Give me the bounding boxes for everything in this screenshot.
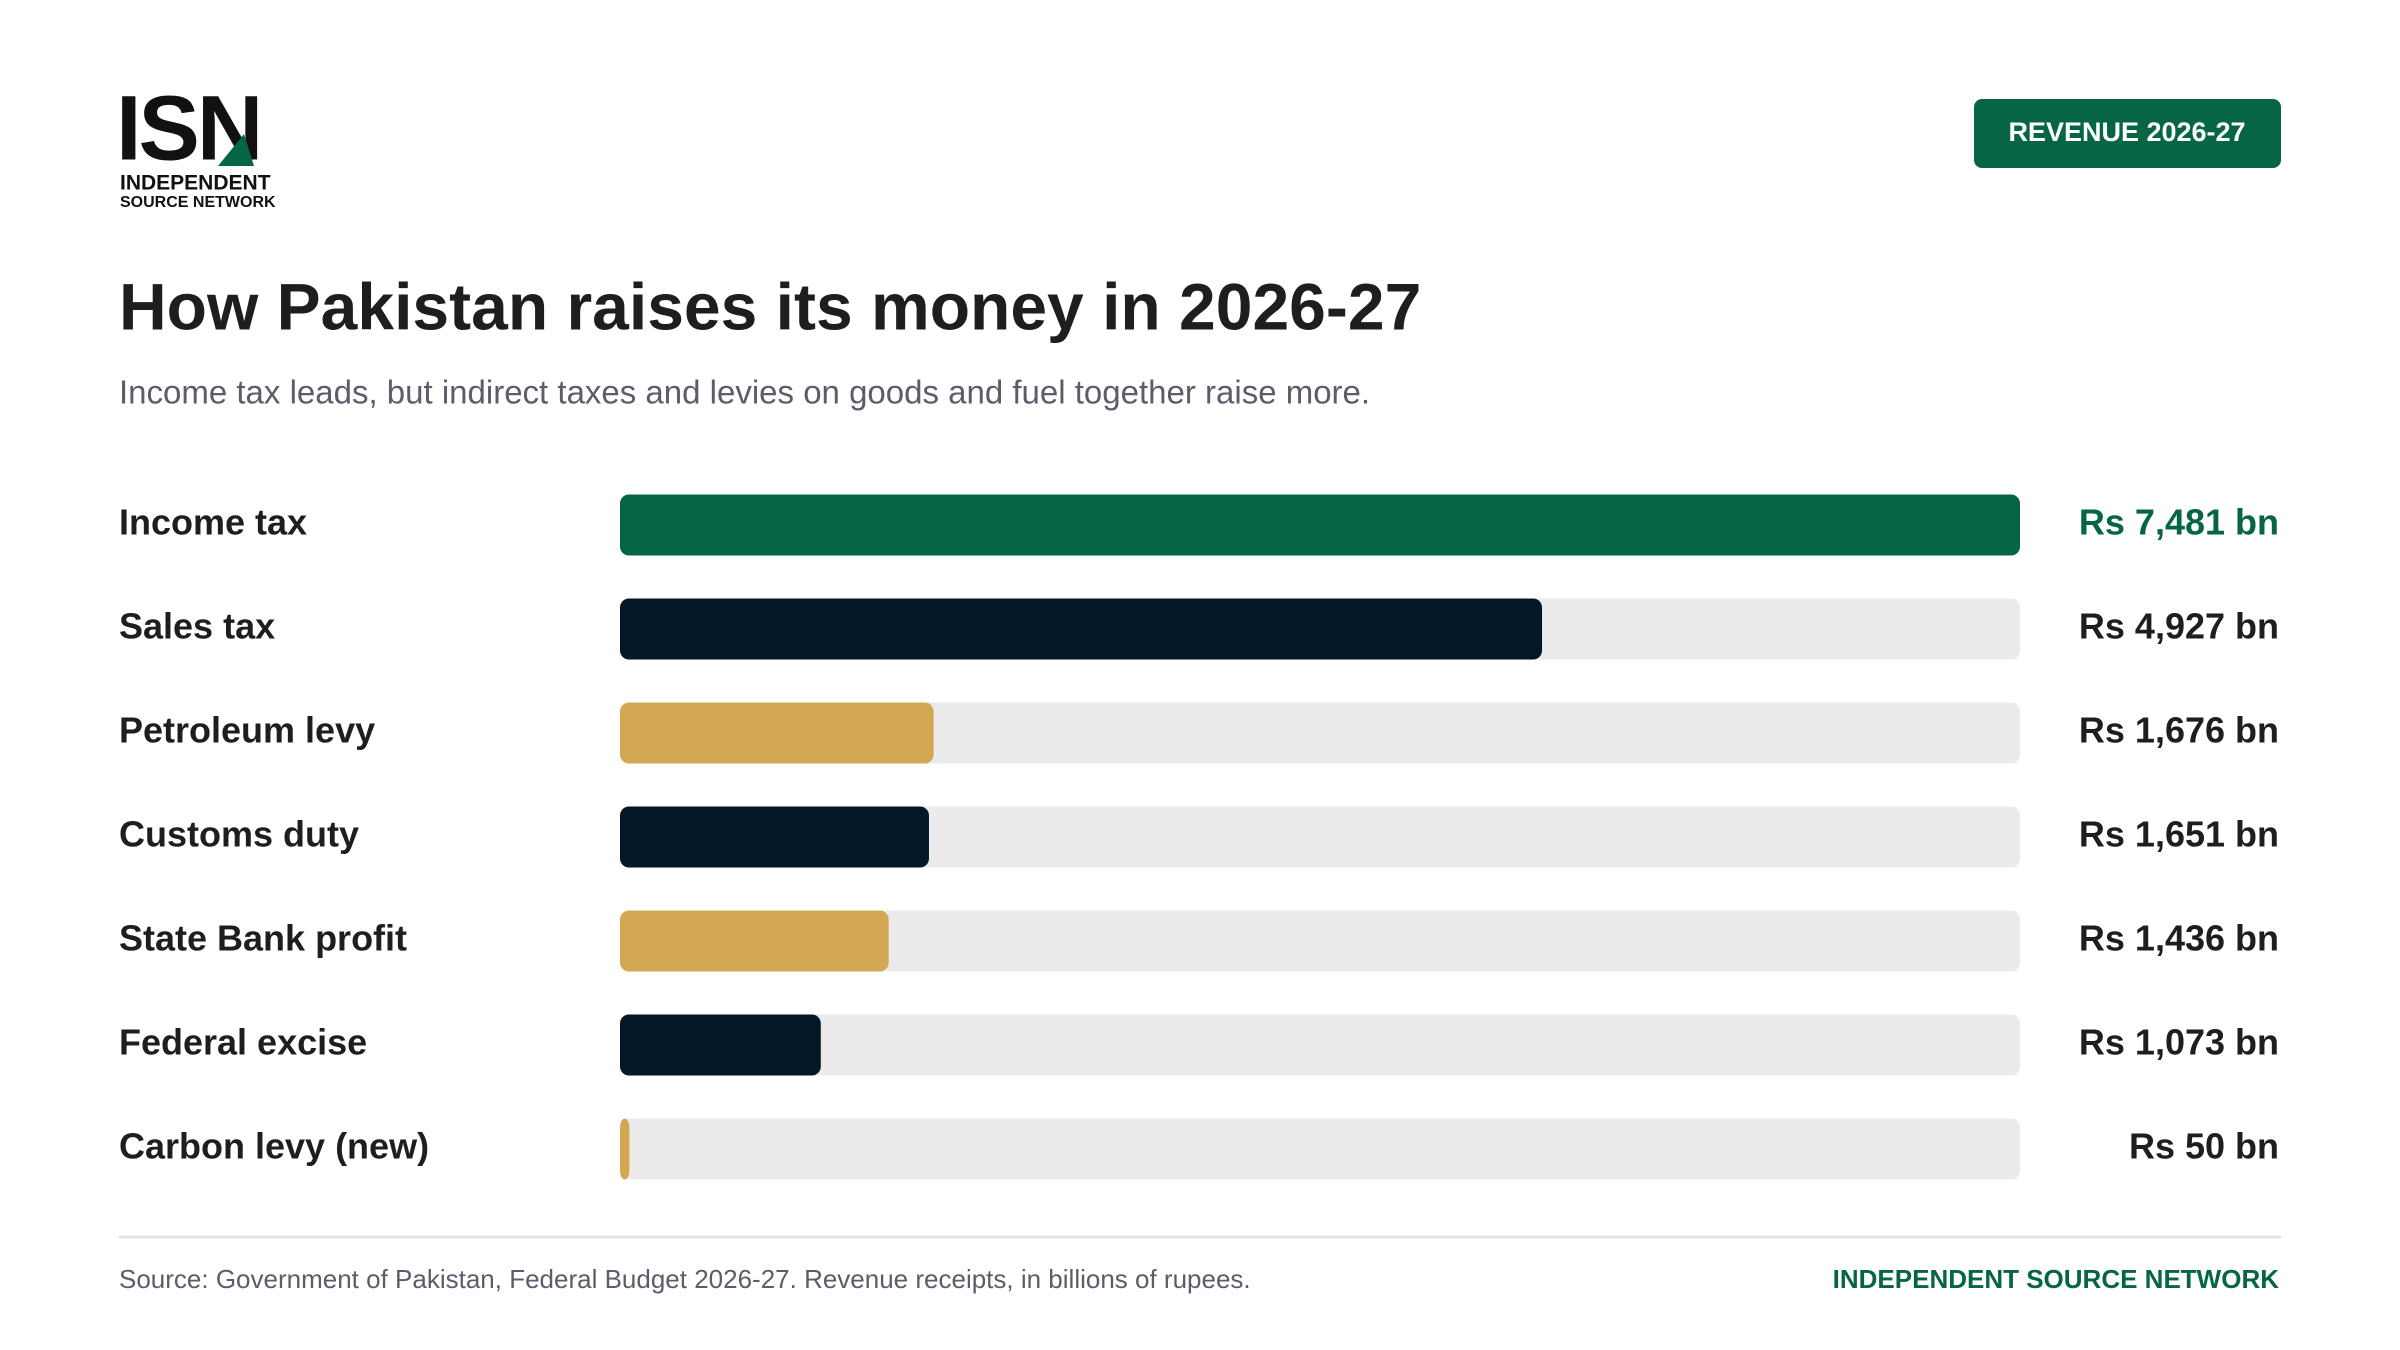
bar (620, 598, 1543, 660)
value-label: Rs 1,436 bn (2079, 918, 2279, 959)
value-label: Rs 1,651 bn (2079, 814, 2279, 855)
value-label: Rs 1,073 bn (2079, 1022, 2279, 1063)
category-label: State Bank profit (119, 918, 407, 959)
category-label: Customs duty (119, 814, 359, 855)
bar-track (620, 1014, 2020, 1076)
bar-track (620, 1118, 2020, 1180)
bar (620, 702, 934, 764)
logo-line: INDEPENDENT (120, 172, 271, 195)
badge-text: REVENUE 2026-27 (2008, 117, 2245, 147)
footer-brand: INDEPENDENT SOURCE NETWORK (1833, 1264, 2280, 1294)
source-note: Source: Government of Pakistan, Federal … (119, 1264, 1251, 1294)
category-label: Sales tax (119, 606, 275, 647)
bar (620, 494, 2020, 556)
badge (1974, 99, 2281, 168)
value-label: Rs 7,481 bn (2079, 502, 2279, 543)
category-label: Federal excise (119, 1022, 367, 1063)
bar (620, 1118, 630, 1180)
category-label: Carbon levy (new) (119, 1126, 429, 1167)
chart-title: How Pakistan raises its money in 2026-27 (119, 269, 1421, 343)
bar (620, 806, 929, 868)
value-label: Rs 50 bn (2129, 1126, 2279, 1167)
category-label: Income tax (119, 502, 307, 543)
bar (620, 1014, 821, 1076)
value-label: Rs 4,927 bn (2079, 606, 2279, 647)
logo-accent (218, 134, 254, 166)
bar (620, 910, 889, 972)
bar-track (620, 910, 2020, 972)
bar-track (620, 702, 2020, 764)
bar-track (620, 806, 2020, 868)
logo-line: SOURCE NETWORK (120, 194, 276, 211)
category-label: Petroleum levy (119, 710, 375, 751)
value-label: Rs 1,676 bn (2079, 710, 2279, 751)
chart-subtitle: Income tax leads, but indirect taxes and… (119, 374, 1370, 411)
